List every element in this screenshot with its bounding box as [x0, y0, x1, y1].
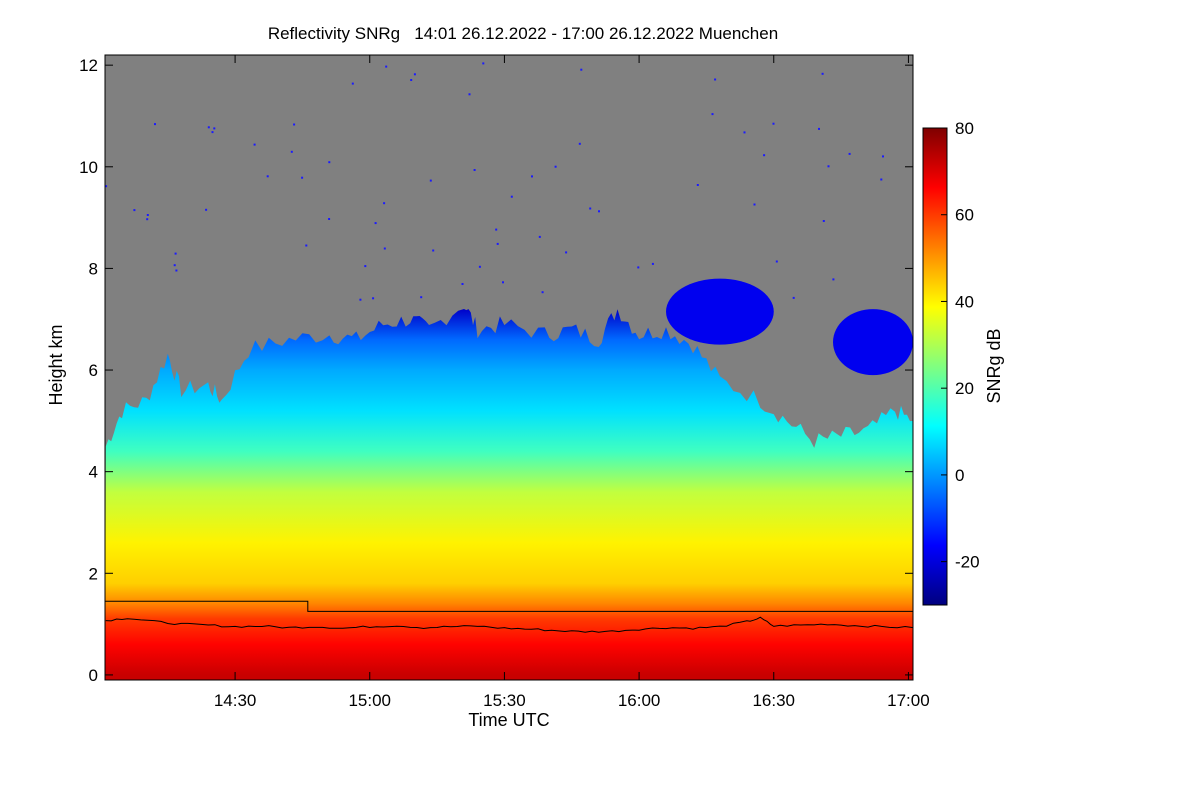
colorbar-tick-label: 0: [955, 466, 964, 485]
y-tick-label: 12: [79, 56, 98, 75]
cloud-base-line: [105, 616, 913, 633]
colorbar-tick-label: 20: [955, 379, 974, 398]
y-axis-label: Height km: [46, 324, 66, 405]
y-tick-label: 0: [89, 666, 98, 685]
y-tick-label: 10: [79, 158, 98, 177]
colorbar-tick-label: 80: [955, 119, 974, 138]
plot-area: [104, 54, 914, 681]
chart-title: Reflectivity SNRg 14:01 26.12.2022 - 17:…: [268, 24, 778, 43]
step-line: [105, 600, 913, 612]
y-tick-label: 6: [89, 361, 98, 380]
elevated-cloud-patch: [833, 309, 913, 376]
x-tick-label: 17:00: [887, 691, 930, 710]
x-tick-label: 15:00: [348, 691, 391, 710]
x-tick-label: 14:30: [214, 691, 257, 710]
elevated-cloud-patch: [666, 278, 774, 345]
colorbar-label: SNRg dB: [984, 328, 1004, 403]
echo-region: [105, 309, 913, 680]
x-axis: 14:30 15:00 15:30 16:00 16:30 17:00: [214, 55, 930, 710]
x-tick-label: 16:00: [618, 691, 661, 710]
x-axis-label: Time UTC: [468, 710, 549, 730]
noise-speckles: [105, 62, 884, 301]
y-tick-label: 2: [89, 564, 98, 583]
x-tick-label: 15:30: [483, 691, 526, 710]
colorbar: -20 0 20 40 60 80 SNRg dB: [922, 119, 1004, 606]
colorbar-tick-label: 60: [955, 206, 974, 225]
colorbar-tick-label: -20: [955, 553, 980, 572]
y-tick-label: 8: [89, 259, 98, 278]
y-axis: 0 2 4 6 8 10 12: [79, 56, 913, 685]
plot-frame: [104, 54, 914, 681]
y-tick-label: 4: [89, 463, 98, 482]
x-tick-label: 16:30: [752, 691, 795, 710]
colorbar-scale: [922, 127, 948, 606]
colorbar-tick-label: 40: [955, 292, 974, 311]
